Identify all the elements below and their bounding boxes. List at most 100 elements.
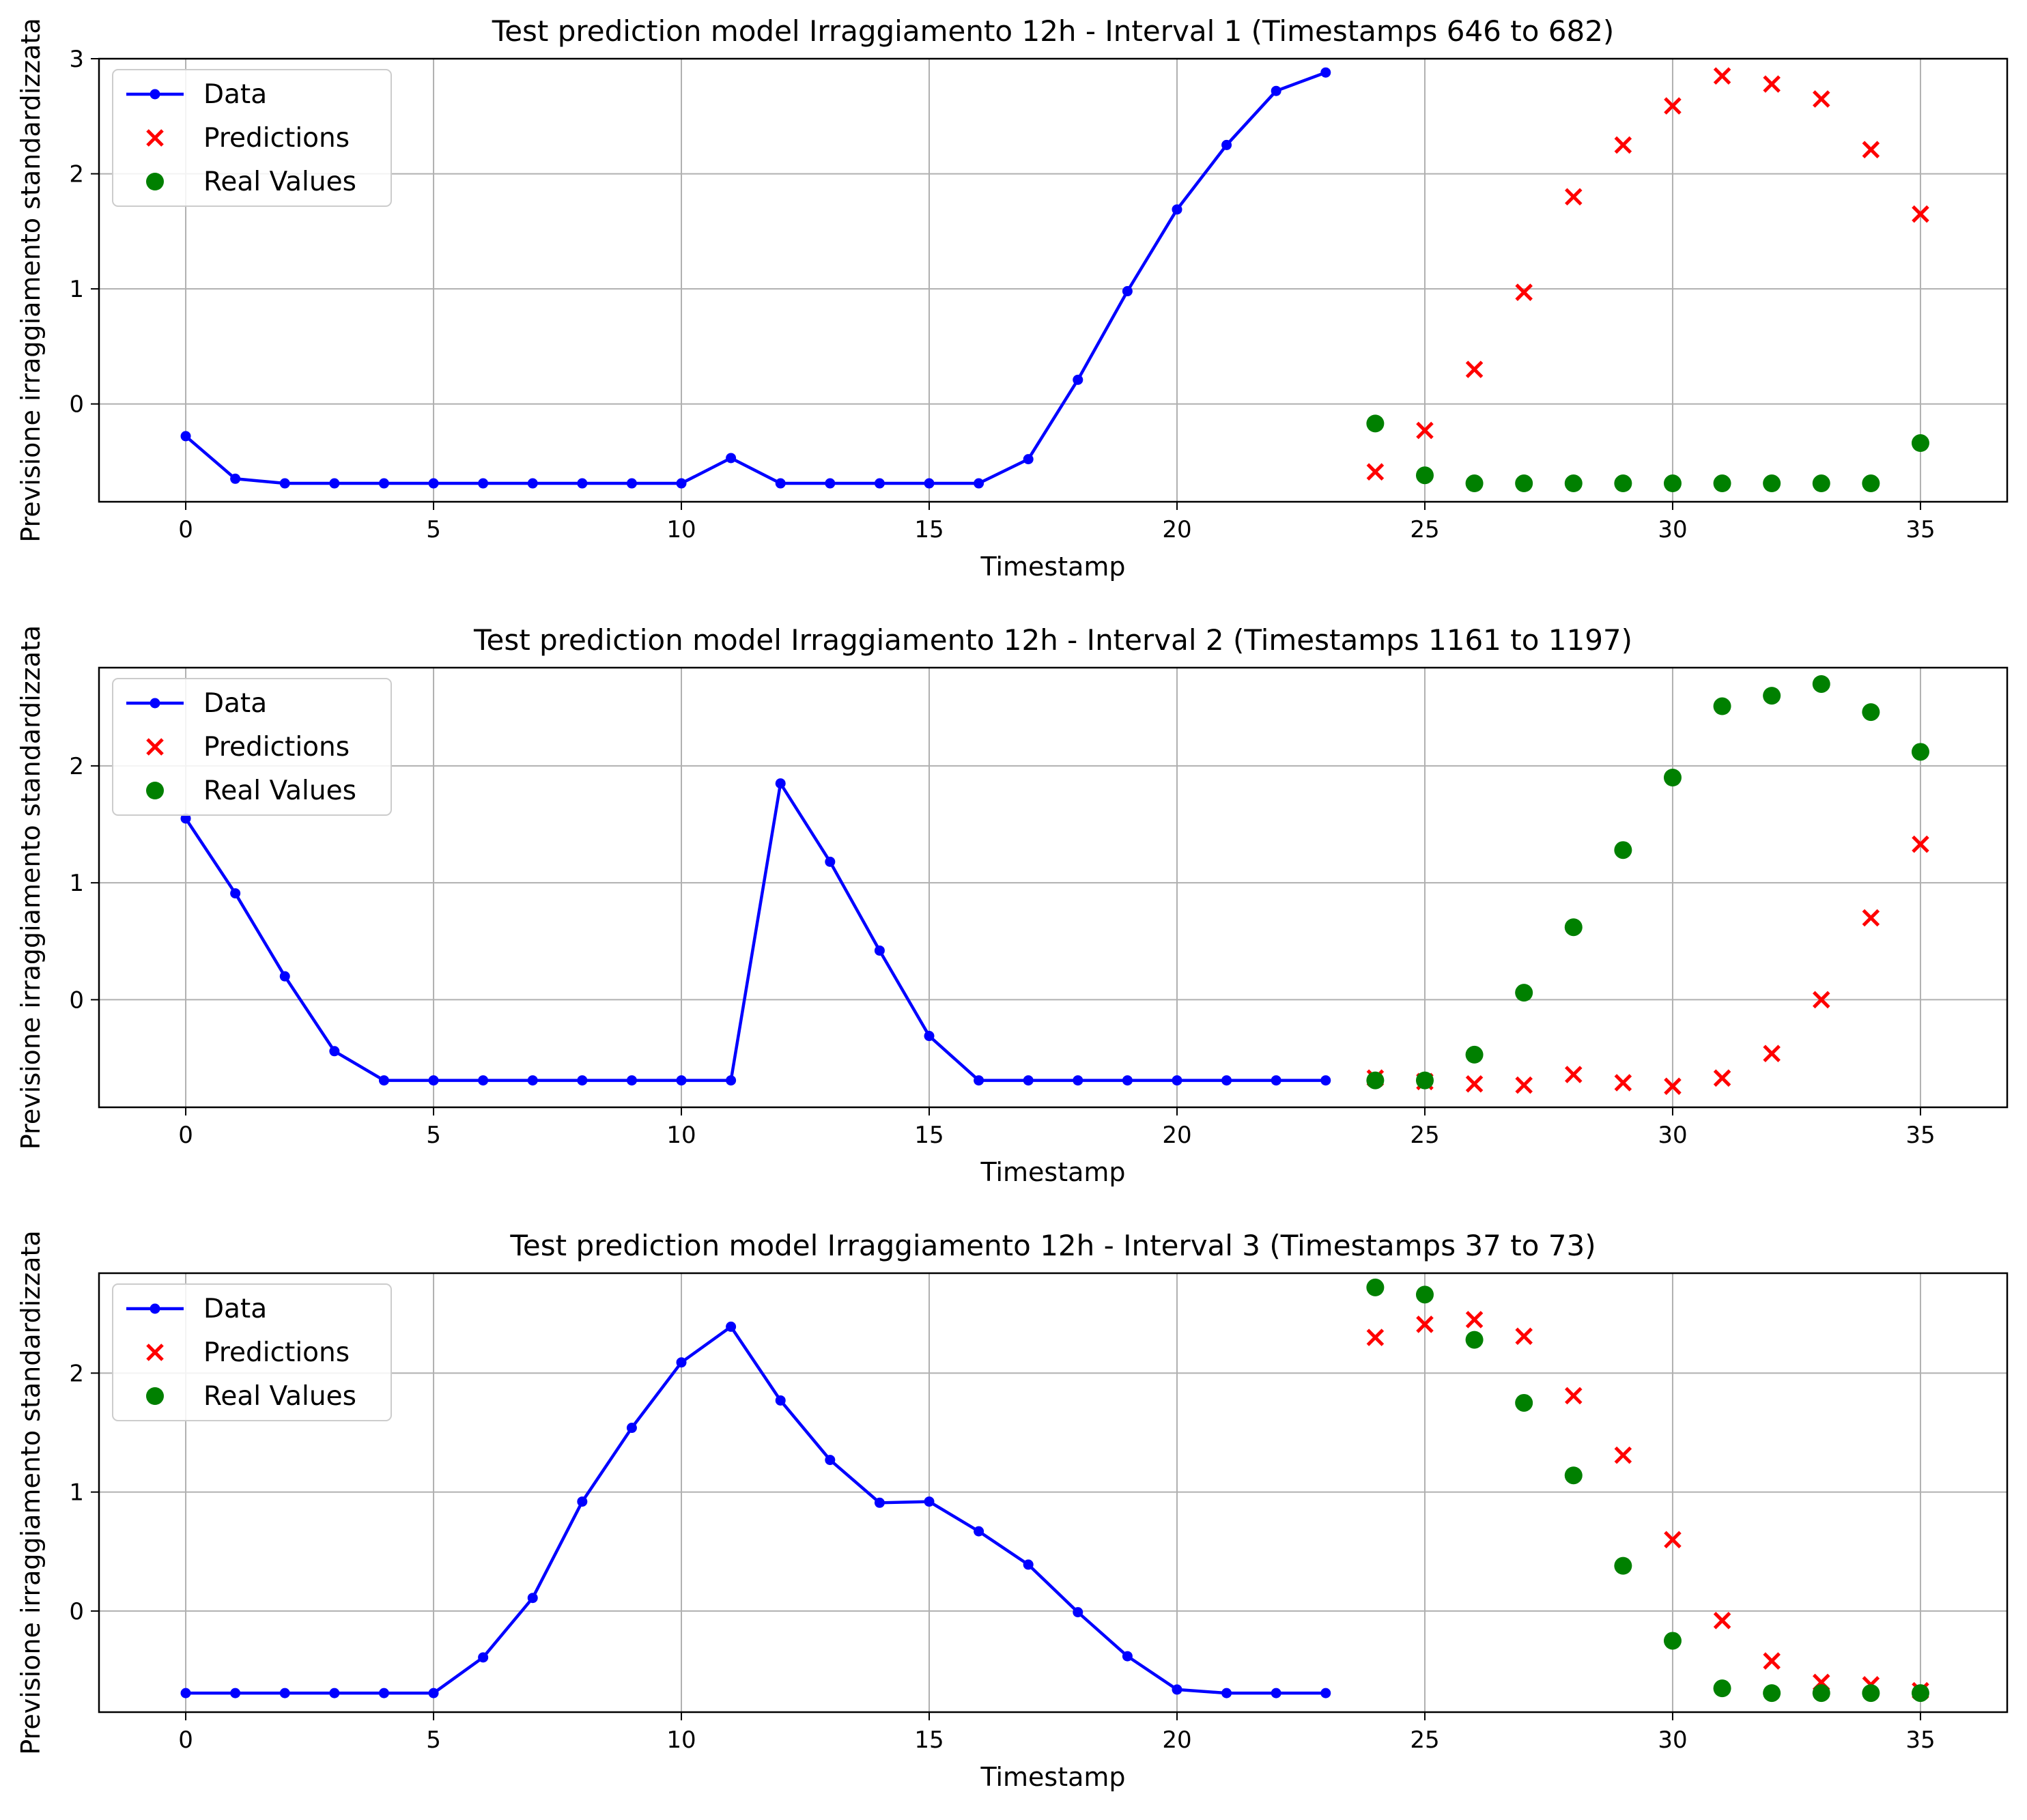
series-real-values (1366, 1278, 1929, 1703)
prediction-point (1565, 1066, 1583, 1083)
x-tick-label: 10 (666, 1726, 696, 1754)
data-point (1023, 1559, 1034, 1570)
legend-label: Predictions (203, 732, 350, 763)
data-point (378, 1075, 389, 1086)
data-point (1320, 1688, 1331, 1698)
y-tick-label: 1 (69, 870, 84, 897)
data-point (378, 478, 389, 489)
x-tick-label: 5 (426, 1726, 441, 1754)
y-tick-label: 1 (69, 276, 84, 303)
data-point (478, 1652, 489, 1663)
real-value-point (1862, 1684, 1880, 1703)
data-point (1073, 374, 1083, 385)
data-point (230, 888, 241, 899)
plot-frame (98, 666, 2009, 1109)
data-point (577, 1075, 588, 1086)
data-point (974, 1075, 984, 1086)
real-value-point (1862, 474, 1880, 493)
data-point (230, 1688, 241, 1698)
legend-dot-marker (146, 1387, 164, 1405)
data-point (974, 1526, 984, 1537)
y-tick-label: 3 (69, 46, 84, 73)
data-point (329, 478, 340, 489)
x-tick-label: 10 (666, 1122, 696, 1149)
series-data (180, 67, 1331, 489)
real-value-point (1763, 687, 1781, 705)
x-axis-label: Timestamp (980, 552, 1125, 582)
data-line (184, 782, 1326, 1082)
x-tick-label: 15 (914, 1726, 944, 1754)
x-tick-label: 30 (1658, 1122, 1687, 1149)
data-point (428, 478, 439, 489)
real-value-point (1911, 1684, 1929, 1703)
prediction-point (1614, 136, 1632, 154)
legend-label: Predictions (203, 123, 350, 154)
data-point (825, 1455, 836, 1466)
legend-dot-marker (146, 782, 164, 799)
data-point (1023, 454, 1034, 465)
legend: Data Predictions Real Values (112, 678, 392, 816)
subplot-3: Test prediction model Irraggiamento 12h … (16, 1229, 2009, 1792)
x-tick-label: 30 (1658, 516, 1687, 543)
y-tick-label: 0 (69, 1598, 84, 1625)
plot-frame (98, 1272, 2009, 1714)
series-data (180, 1321, 1331, 1698)
x-tick-label: 25 (1410, 1726, 1439, 1754)
data-point (279, 1688, 290, 1698)
data-point (1122, 1075, 1133, 1086)
y-axis-label: Previsione irraggiamento standardizzata (16, 625, 46, 1150)
data-point (1073, 1075, 1083, 1086)
y-tick-label: 0 (69, 986, 84, 1014)
prediction-point (1515, 1076, 1533, 1094)
real-value-point (1663, 769, 1682, 786)
x-tick-label: 15 (914, 516, 944, 543)
legend-point-marker (150, 698, 160, 709)
data-point (626, 1423, 637, 1434)
x-tick-label: 0 (178, 1726, 193, 1754)
data-point (527, 1593, 538, 1604)
real-value-point (1564, 1466, 1583, 1485)
real-value-point (1911, 434, 1929, 453)
real-value-point (1366, 1071, 1385, 1090)
data-point (577, 478, 588, 489)
chart-title: Test prediction model Irraggiamento 12h … (509, 1229, 1596, 1262)
data-point (279, 971, 290, 982)
data-line (184, 71, 1327, 485)
real-value-point (1812, 474, 1830, 493)
real-value-point (1415, 1285, 1434, 1304)
data-point (577, 1496, 588, 1507)
prediction-point (1515, 283, 1533, 301)
real-value-point (1763, 1684, 1781, 1703)
y-tick-label: 2 (69, 161, 84, 188)
prediction-point (1812, 90, 1830, 108)
real-value-point (1614, 1556, 1632, 1575)
series-predictions (1366, 67, 1929, 481)
real-value-point (1763, 474, 1781, 493)
real-value-point (1564, 474, 1583, 493)
data-point (527, 1075, 538, 1086)
y-tick-label: 1 (69, 1479, 84, 1507)
prediction-point (1862, 909, 1880, 927)
prediction-point (1416, 1316, 1434, 1333)
legend-x-marker (146, 738, 164, 756)
x-tick-label: 15 (914, 1122, 944, 1149)
data-point (1271, 1075, 1281, 1086)
real-value-point (1515, 474, 1533, 493)
x-axis-label: Timestamp (980, 1157, 1125, 1187)
y-tick-label: 2 (69, 753, 84, 780)
prediction-point (1565, 188, 1583, 206)
prediction-point (1713, 67, 1731, 85)
data-point (874, 478, 885, 489)
data-point (1122, 1651, 1133, 1662)
x-tick-label: 35 (1905, 1726, 1935, 1754)
prediction-point (1912, 205, 1929, 223)
y-tick-label: 0 (69, 391, 84, 418)
real-value-point (1663, 474, 1682, 493)
y-tick-label: 2 (69, 1360, 84, 1387)
real-value-point (1415, 466, 1434, 485)
data-point (1320, 67, 1331, 78)
legend-label: Data (203, 688, 267, 719)
real-value-point (1366, 1278, 1385, 1296)
x-tick-label: 20 (1162, 1122, 1191, 1149)
